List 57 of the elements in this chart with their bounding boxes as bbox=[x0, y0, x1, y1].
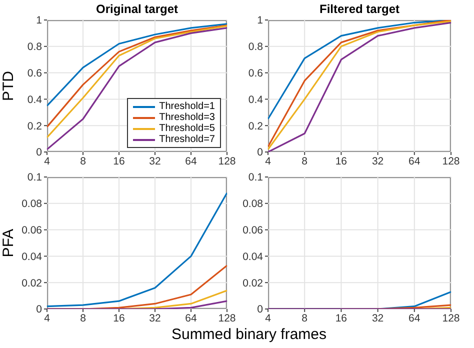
y-axis-title: PFA bbox=[0, 228, 18, 260]
x-tick-label: 4 bbox=[265, 155, 272, 168]
y-tick-label: 0.08 bbox=[242, 198, 264, 210]
legend-label: Threshold=5 bbox=[159, 123, 215, 134]
y-tick-label: 0.1 bbox=[27, 172, 42, 184]
legend-label: Threshold=3 bbox=[159, 112, 215, 123]
y-axis-title: PTD bbox=[0, 70, 18, 103]
y-tick-label: 0 bbox=[257, 146, 264, 159]
y-tick-label: 0.8 bbox=[248, 41, 264, 54]
x-tick-label: 128 bbox=[442, 155, 460, 168]
x-tick-label: 32 bbox=[149, 155, 161, 168]
x-tick-label: 4 bbox=[265, 312, 272, 324]
x-tick-label: 16 bbox=[113, 155, 125, 168]
y-tick-label: 0.08 bbox=[22, 198, 42, 210]
y-tick-label: 0.6 bbox=[248, 68, 264, 80]
y-tick-label: 0.1 bbox=[248, 172, 264, 184]
y-tick-label: 1 bbox=[257, 14, 264, 27]
x-tick-label: 32 bbox=[372, 155, 384, 168]
x-axis-title: Summed binary frames bbox=[170, 326, 328, 343]
y-tick-label: 0.02 bbox=[22, 277, 42, 290]
y-tick-label: 1 bbox=[36, 14, 42, 27]
y-tick-label: 0.2 bbox=[27, 120, 42, 132]
y-tick-label: 0.4 bbox=[27, 94, 42, 106]
x-tick-label: 32 bbox=[372, 312, 384, 324]
y-tick-label: 0.06 bbox=[242, 224, 264, 237]
y-tick-label: 0.06 bbox=[22, 224, 42, 237]
y-tick-label: 0.2 bbox=[248, 120, 264, 132]
y-tick-label: 0.4 bbox=[248, 94, 264, 106]
x-tick-label: 8 bbox=[80, 312, 86, 324]
legend-label: Threshold=1 bbox=[159, 101, 215, 112]
x-tick-label: 128 bbox=[442, 312, 460, 324]
x-tick-label: 4 bbox=[44, 155, 50, 168]
y-tick-label: 0 bbox=[36, 146, 42, 159]
y-tick-label: 0 bbox=[257, 304, 264, 316]
y-tick-label: 0 bbox=[36, 304, 42, 316]
x-tick-label: 16 bbox=[335, 312, 348, 324]
x-tick-label: 16 bbox=[113, 312, 125, 324]
chart-title: Original target bbox=[94, 2, 179, 16]
x-tick-label: 128 bbox=[218, 155, 236, 168]
x-tick-label: 8 bbox=[302, 155, 308, 168]
y-tick-label: 0.6 bbox=[27, 68, 42, 80]
x-tick-label: 4 bbox=[44, 312, 50, 324]
x-tick-label: 64 bbox=[185, 155, 197, 168]
y-tick-label: 0.04 bbox=[242, 250, 264, 263]
x-tick-label: 32 bbox=[149, 312, 161, 324]
y-tick-label: 0.04 bbox=[22, 250, 42, 263]
y-tick-label: 0.02 bbox=[242, 277, 264, 290]
x-tick-label: 64 bbox=[408, 312, 420, 324]
legend-label: Threshold=7 bbox=[159, 134, 215, 145]
x-tick-label: 64 bbox=[185, 312, 197, 324]
x-tick-label: 8 bbox=[302, 312, 308, 324]
x-tick-label: 64 bbox=[408, 155, 420, 168]
y-tick-label: 0.8 bbox=[27, 41, 42, 54]
chart-title: Filtered target bbox=[318, 2, 400, 16]
x-tick-label: 8 bbox=[80, 155, 86, 168]
x-tick-label: 16 bbox=[335, 155, 348, 168]
x-tick-label: 128 bbox=[218, 312, 236, 324]
